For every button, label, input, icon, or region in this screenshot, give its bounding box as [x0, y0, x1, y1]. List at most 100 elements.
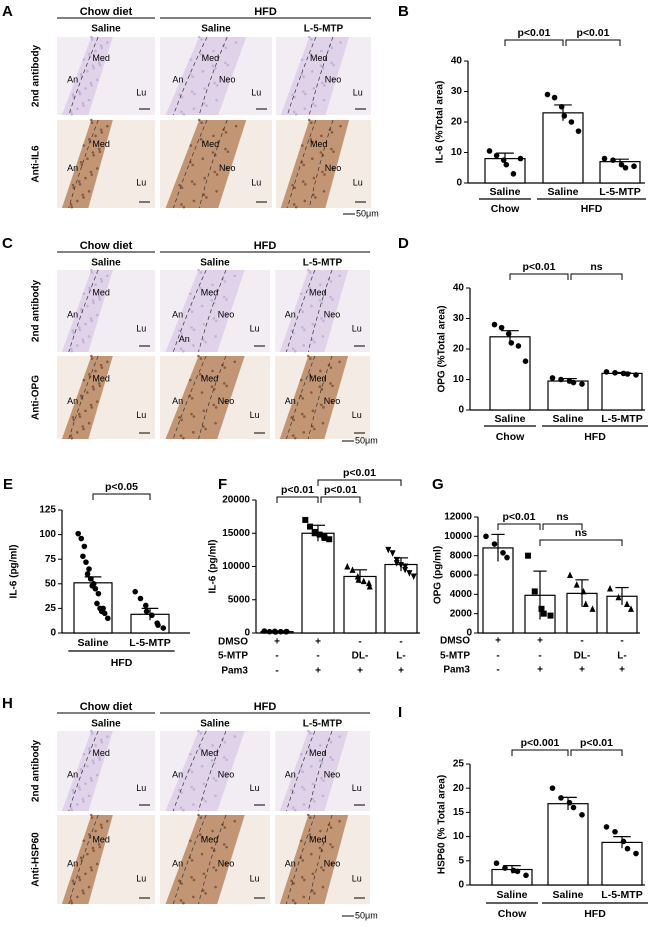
cell-nucleus — [70, 808, 74, 812]
cell-nucleus — [190, 770, 194, 774]
cell-nucleus — [210, 759, 214, 762]
cell-nucleus — [82, 839, 86, 843]
cell-nucleus — [90, 118, 93, 122]
cell-nucleus — [70, 436, 74, 440]
cell-nucleus — [179, 347, 183, 351]
cell-nucleus — [294, 112, 298, 116]
layer-border — [307, 269, 333, 353]
y-axis-label: HSP60 (% Total area) — [437, 775, 448, 874]
cell-nucleus — [177, 788, 181, 792]
cell-nucleus — [90, 84, 94, 87]
cell-nucleus — [308, 816, 312, 819]
vessel-wall — [61, 120, 113, 208]
cell-nucleus — [225, 167, 229, 170]
cell-nucleus — [300, 326, 304, 329]
cell-nucleus — [310, 764, 313, 768]
cell-nucleus — [214, 406, 218, 409]
significance-bracket — [511, 749, 569, 756]
cell-nucleus — [94, 369, 97, 373]
cell-nucleus — [78, 92, 82, 96]
cell-nucleus — [302, 895, 306, 899]
data-point — [78, 535, 85, 542]
cell-nucleus — [302, 163, 306, 167]
cell-nucleus — [311, 55, 315, 58]
tissue-label: Neo — [324, 396, 341, 406]
cell-nucleus — [201, 338, 205, 342]
cell-nucleus — [201, 797, 205, 801]
cell-nucleus — [301, 310, 305, 314]
cell-nucleus — [79, 160, 83, 164]
data-point — [75, 530, 81, 537]
data-point — [551, 94, 558, 101]
cell-nucleus — [70, 112, 74, 116]
cell-nucleus — [193, 92, 196, 96]
cell-nucleus — [308, 372, 312, 376]
cell-nucleus — [198, 286, 202, 290]
cell-nucleus — [224, 862, 228, 866]
data-point — [505, 330, 512, 337]
column-header: Saline — [91, 24, 121, 35]
layer-border — [68, 269, 99, 353]
cell-nucleus — [310, 289, 314, 292]
y-tick-label: 30 — [453, 313, 465, 324]
tissue-label: Lu — [251, 178, 261, 188]
y-tick-label: 5 — [458, 855, 464, 866]
cell-nucleus — [299, 378, 303, 382]
cell-nucleus — [318, 385, 322, 389]
cell-nucleus — [225, 845, 228, 849]
data-point — [568, 119, 575, 125]
data-point — [540, 610, 547, 617]
cell-nucleus — [88, 833, 91, 836]
condition-value: + — [357, 666, 363, 677]
column-header: L-5-MTP — [304, 24, 344, 35]
data-point — [354, 572, 361, 580]
cell-nucleus — [106, 819, 109, 823]
data-point — [582, 600, 589, 607]
cell-nucleus — [192, 878, 196, 882]
cell-nucleus — [182, 112, 186, 116]
cell-nucleus — [191, 75, 195, 79]
data-point — [486, 148, 493, 154]
cell-nucleus — [306, 268, 310, 272]
data-point — [385, 546, 392, 554]
cell-nucleus — [313, 800, 316, 803]
cell-nucleus — [321, 885, 325, 889]
cell-nucleus — [226, 63, 230, 67]
data-point — [504, 554, 510, 561]
bar — [601, 372, 643, 411]
cell-nucleus — [214, 319, 218, 323]
significance-label: p<0.01 — [503, 511, 536, 523]
y-axis-label: IL-6 (%Total area) — [435, 81, 446, 164]
cell-nucleus — [306, 813, 310, 817]
cell-nucleus — [82, 58, 86, 61]
cell-nucleus — [91, 299, 95, 302]
cell-nucleus — [190, 412, 193, 416]
cell-nucleus — [177, 879, 181, 883]
column-header: L-5-MTP — [303, 258, 343, 269]
y-tick-label: 10 — [453, 374, 465, 385]
cell-nucleus — [200, 304, 204, 308]
cell-nucleus — [300, 876, 304, 879]
cell-nucleus — [329, 843, 332, 846]
cell-nucleus — [313, 340, 316, 344]
row-label: Anti-HSP60 — [31, 832, 42, 887]
cell-nucleus — [199, 52, 203, 56]
cell-nucleus — [106, 360, 109, 364]
data-point — [84, 571, 91, 577]
cell-nucleus — [177, 329, 181, 332]
cell-nucleus — [189, 839, 192, 843]
cell-nucleus — [320, 134, 323, 138]
cell-nucleus — [90, 729, 93, 733]
cell-nucleus — [70, 349, 74, 353]
cell-nucleus — [86, 391, 89, 394]
panel-letter: E — [3, 476, 13, 493]
panel-letter: B — [398, 3, 409, 20]
tissue-label: An — [172, 769, 183, 779]
significance-label: p<0.01 — [580, 737, 613, 749]
layer-border — [307, 355, 333, 440]
tissue-label: Lu — [136, 178, 146, 188]
cell-nucleus — [302, 415, 306, 418]
cell-nucleus — [76, 803, 79, 806]
cell-nucleus — [91, 846, 95, 850]
bar — [301, 532, 335, 634]
